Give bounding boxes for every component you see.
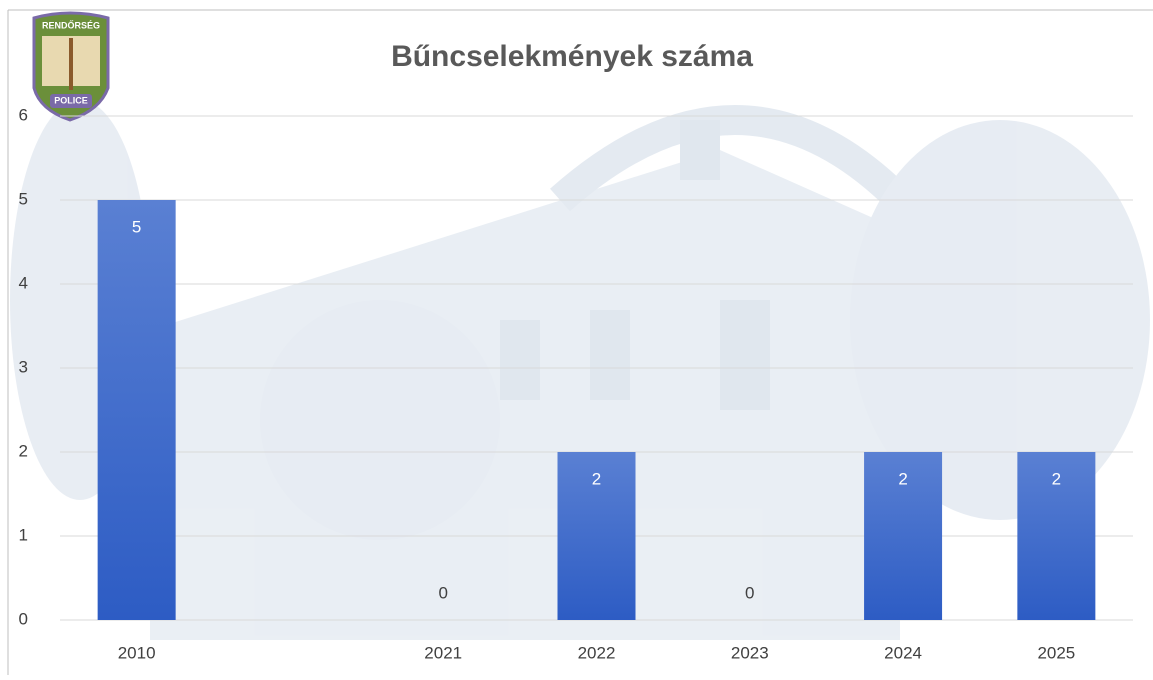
value-label: 2 <box>592 469 601 488</box>
value-label: 0 <box>745 583 754 602</box>
x-tick-label: 2021 <box>424 643 462 662</box>
logo-top-text: RENDŐRSÉG <box>42 19 100 30</box>
x-tick-label: 2024 <box>884 643 922 662</box>
chart: RENDŐRSÉG POLICE Bűncselekmények száma 0… <box>0 0 1153 675</box>
logo: RENDŐRSÉG POLICE <box>34 13 108 120</box>
logo-bottom-text: POLICE <box>54 95 88 105</box>
value-label: 0 <box>438 583 447 602</box>
x-tick-label: 2023 <box>731 643 769 662</box>
value-label: 5 <box>132 217 141 236</box>
y-tick-label: 3 <box>19 357 28 376</box>
y-tick-label: 1 <box>19 525 28 544</box>
y-tick-label: 4 <box>19 273 28 292</box>
y-tick-label: 5 <box>19 189 28 208</box>
value-label: 2 <box>898 469 907 488</box>
chart-title: Bűncselekmények száma <box>391 40 753 73</box>
bar <box>98 200 176 620</box>
value-label: 2 <box>1052 469 1061 488</box>
x-tick-label: 2010 <box>118 643 156 662</box>
x-tick-label: 2025 <box>1037 643 1075 662</box>
x-tick-label: 2022 <box>578 643 616 662</box>
y-tick-label: 2 <box>19 441 28 460</box>
y-tick-label: 0 <box>19 609 28 628</box>
y-tick-label: 6 <box>19 105 28 124</box>
